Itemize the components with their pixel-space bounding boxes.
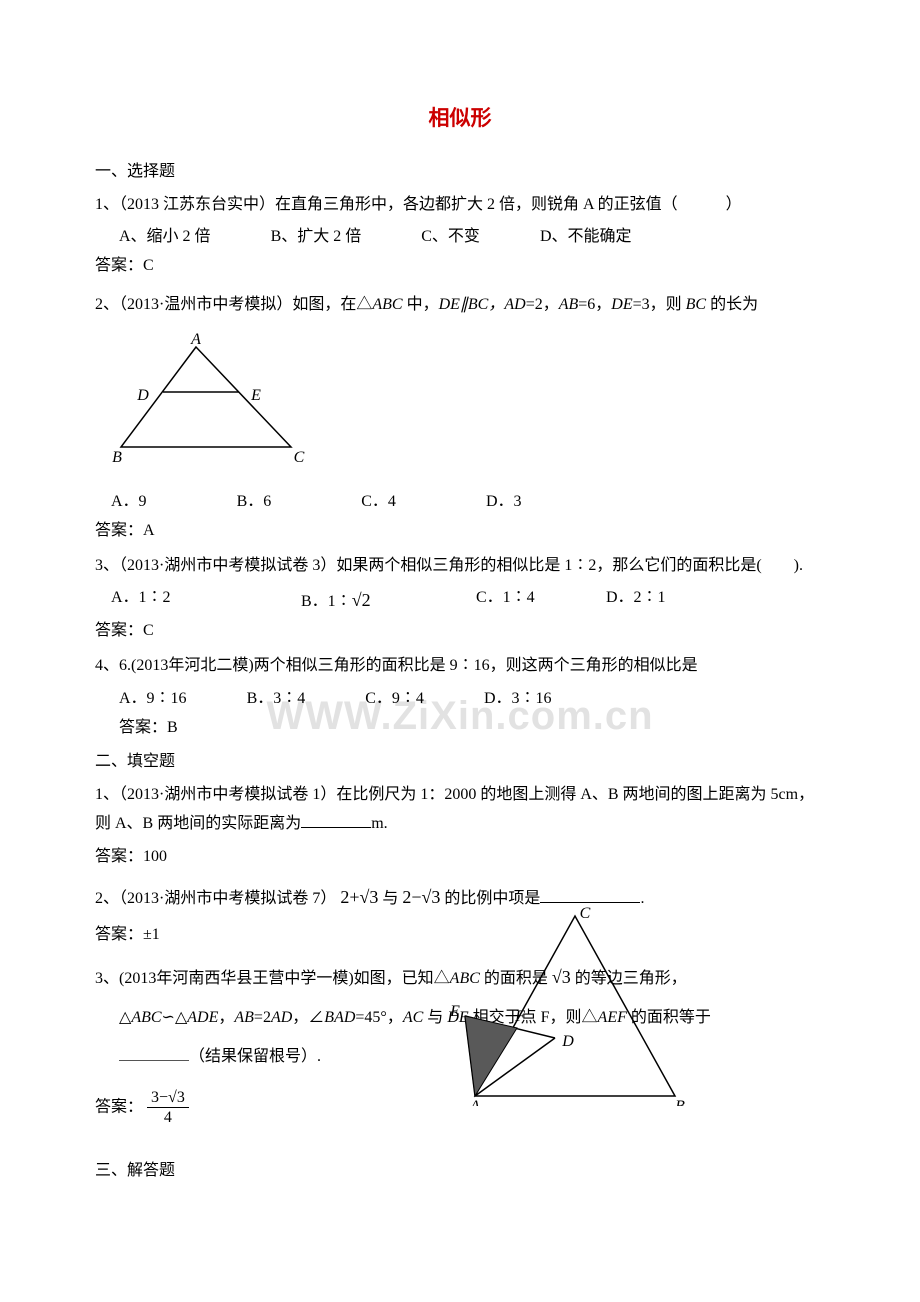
q3-choice-d: D．2∶1 — [606, 584, 666, 617]
question-4: 4、6.(2013年河北二模)两个相似三角形的面积比是 9∶16，则这两个三角形… — [95, 652, 825, 681]
q3-text: 3、（2013·湖州市中考模拟试卷 3）如果两个相似三角形的相似比是 1∶2，那… — [95, 557, 803, 574]
q3-choice-b: B．1∶√2 — [301, 584, 476, 617]
f1-blank — [301, 812, 371, 828]
q2-text-d: DE∥BC，AD — [439, 296, 526, 313]
q3-answer: 答案：C — [95, 617, 825, 646]
q2-figure: A D E B C — [111, 332, 825, 478]
q4-choice-a: A．9∶16 — [119, 685, 187, 714]
q2-text-h: DE — [611, 296, 632, 313]
section-choice: 一、选择题 — [95, 158, 825, 187]
q2-text-j: BC — [686, 296, 706, 313]
q2-text-i: =3，则 — [633, 296, 686, 313]
label-a: A — [190, 332, 201, 348]
q4-choice-d: D．3∶16 — [484, 685, 552, 714]
q3-choices: A．1∶2 B．1∶√2 C．1∶4 D．2∶1 — [95, 584, 825, 617]
f3-blank — [119, 1045, 189, 1061]
q1-text: 1、（2013 江苏东台实中）在直角三角形中，各边都扩大 2 倍，则锐角 A 的… — [95, 196, 742, 213]
q4-choices: A．9∶16 B．3∶4 C．9∶4 D．3∶16 — [95, 685, 825, 714]
f3-fraction: 3−√3 4 — [147, 1088, 189, 1127]
q2-choices: A．9 B．6 C．4 D．3 — [95, 488, 825, 517]
q2-text-c: 中， — [403, 296, 439, 313]
f3-label-e: E — [449, 1003, 460, 1020]
q4-text: 4、6.(2013年河北二模)两个相似三角形的面积比是 9∶16，则这两个三角形… — [95, 657, 698, 674]
q2-text-k: 的长为 — [706, 296, 758, 313]
q2-text-f: AB — [559, 296, 579, 313]
f3-frac-den: 4 — [147, 1108, 189, 1127]
f1-text-b: m. — [371, 815, 387, 832]
q1-choices: A、缩小 2 倍 B、扩大 2 倍 C、不变 D、不能确定 — [95, 223, 825, 252]
f1-answer: 答案：100 — [95, 843, 825, 872]
label-b: B — [112, 449, 122, 466]
q2-text-b: ABC — [372, 296, 402, 313]
q4-answer: 答案：B — [95, 714, 825, 743]
q2-choice-d: D．3 — [486, 488, 522, 517]
q4-choice-c: C．9∶4 — [365, 685, 424, 714]
question-2: 2、（2013·温州市中考模拟）如图，在△ABC 中，DE∥BC，AD=2，AB… — [95, 287, 825, 322]
document-content: 相似形 一、选择题 1、（2013 江苏东台实中）在直角三角形中，各边都扩大 2… — [95, 100, 825, 1186]
label-d: D — [136, 387, 149, 404]
q1-answer: 答案：C — [95, 252, 825, 281]
f2-text-b: 与 — [382, 890, 402, 907]
f3-figure: A B C D E F — [435, 906, 695, 1106]
f1-text-a: 1、（2013·湖州市中考模拟试卷 1）在比例尺为 1：2000 的地图上测得 … — [95, 786, 814, 832]
f3-line3: （结果保留根号）. — [95, 1048, 321, 1065]
q2-choice-a: A．9 — [111, 488, 147, 517]
f2-expr-a: 2+√3 — [340, 887, 378, 907]
f3-label-c: C — [580, 906, 591, 922]
page-title: 相似形 — [95, 100, 825, 138]
f3-svg: A B C D E F — [435, 906, 695, 1106]
q1-choice-d: D、不能确定 — [540, 223, 632, 252]
section-fill: 二、填空题 — [95, 748, 825, 777]
f3-label-a: A — [469, 1098, 480, 1106]
label-e: E — [250, 387, 261, 404]
question-3: 3、（2013·湖州市中考模拟试卷 3）如果两个相似三角形的相似比是 1∶2，那… — [95, 552, 825, 581]
label-c: C — [294, 449, 305, 466]
q2-choice-b: B．6 — [237, 488, 272, 517]
q1-choice-b: B、扩大 2 倍 — [271, 223, 362, 252]
q1-choice-c: C、不变 — [421, 223, 480, 252]
question-1: 1、（2013 江苏东台实中）在直角三角形中，各边都扩大 2 倍，则锐角 A 的… — [95, 191, 825, 220]
q3-choice-a: A．1∶2 — [111, 584, 301, 617]
f3-answer-label: 答案： — [95, 1098, 143, 1115]
section-answer: 三、解答题 — [95, 1157, 825, 1186]
q2-text-a: 2、（2013·温州市中考模拟）如图，在△ — [95, 296, 372, 313]
q3-choice-c: C．1∶4 — [476, 584, 606, 617]
f3-frac-num: 3−√3 — [147, 1088, 189, 1108]
q4-choice-b: B．3∶4 — [247, 685, 306, 714]
q2-choice-c: C．4 — [361, 488, 396, 517]
f2-expr-b: 2−√3 — [402, 887, 440, 907]
q2-text-e: =2， — [526, 296, 559, 313]
triangle-svg: A D E B C — [111, 332, 311, 467]
q2-answer: 答案：A — [95, 517, 825, 546]
fill-1: 1、（2013·湖州市中考模拟试卷 1）在比例尺为 1：2000 的地图上测得 … — [95, 781, 825, 839]
f3-label-f: F — [514, 1008, 525, 1025]
f2-text-d: . — [640, 890, 644, 907]
q2-text-g: =6， — [578, 296, 611, 313]
f2-text-c: 的比例中项是 — [444, 890, 540, 907]
f3-label-b: B — [675, 1098, 685, 1106]
f2-blank — [540, 887, 640, 903]
f3-label-d: D — [561, 1033, 574, 1050]
q1-choice-a: A、缩小 2 倍 — [119, 223, 211, 252]
f2-text-a: 2、（2013·湖州市中考模拟试卷 7） — [95, 890, 336, 907]
f3-l1a: 3、(2013年河南西华县王营中学一模)如图，已知△ — [95, 970, 450, 987]
